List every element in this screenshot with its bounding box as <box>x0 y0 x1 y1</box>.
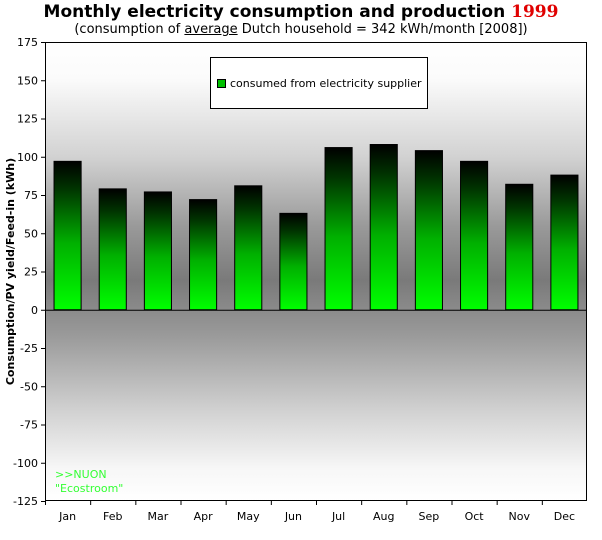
y-tick-label: 0 <box>31 304 38 317</box>
y-tick-label: -25 <box>20 342 38 355</box>
chart-title: Monthly electricity consumption and prod… <box>0 2 602 22</box>
bar-aug <box>369 144 398 311</box>
y-tick-label: 150 <box>17 74 38 87</box>
bar-oct <box>460 160 489 311</box>
y-tick-label: 75 <box>24 189 38 202</box>
x-tick-label: Feb <box>103 510 122 523</box>
x-tick-label: Mar <box>148 510 169 523</box>
chart-title-year: 1999 <box>511 2 559 22</box>
subtitle-underlined: average <box>184 22 238 37</box>
x-tick-label: Jul <box>331 510 345 523</box>
chart-title-main: Monthly electricity consumption and prod… <box>43 2 512 22</box>
x-tick-label: Apr <box>194 510 214 523</box>
legend-label: consumed from electricity supplier <box>230 76 422 90</box>
bar-sep <box>414 150 443 311</box>
bar-jul <box>324 147 353 311</box>
bar-nov <box>505 183 534 311</box>
annotation-line-2: "Ecostroom" <box>55 482 124 495</box>
bar-feb <box>98 188 127 311</box>
y-tick-label: -50 <box>20 380 38 393</box>
legend: consumed from electricity supplier <box>210 57 428 109</box>
x-tick-label: Sep <box>419 510 440 523</box>
y-axis-label: Consumption/PV yield/Feed-in (kWh) <box>4 158 17 385</box>
legend-swatch <box>217 78 226 88</box>
plot-background <box>45 42 587 501</box>
y-tick-label: -75 <box>20 419 38 432</box>
bar-group <box>53 144 579 311</box>
y-axis: 175 150 125 100 75 50 25 0 -25 -50 -75 -100 -125 <box>13 36 45 508</box>
y-tick-label: -125 <box>13 495 38 508</box>
x-tick-label: Oct <box>465 510 485 523</box>
bar-apr <box>189 199 218 311</box>
y-tick-label: -100 <box>13 457 38 470</box>
y-tick-label: 125 <box>17 113 38 126</box>
y-tick-label: 50 <box>24 227 38 240</box>
subtitle-prefix: (consumption of <box>74 22 185 37</box>
y-tick-label: 100 <box>17 151 38 164</box>
bar-dec <box>550 174 579 311</box>
bar-jun <box>279 212 308 311</box>
y-tick-label: 25 <box>24 266 38 279</box>
x-tick-label: Jan <box>58 510 76 523</box>
subtitle-suffix: Dutch household = 342 kWh/month [2008]) <box>237 22 528 37</box>
x-tick-label: Jun <box>284 510 302 523</box>
nuon-annotation: >>NUON "Ecostroom" <box>55 468 123 496</box>
chart-subtitle: (consumption of average Dutch household … <box>0 22 602 37</box>
bar-jan <box>53 160 82 311</box>
x-tick-label: May <box>237 510 260 523</box>
x-tick-label: Dec <box>554 510 575 523</box>
x-tick-label: Aug <box>373 510 394 523</box>
bar-mar <box>143 191 172 311</box>
y-tick-label: 175 <box>17 36 38 49</box>
x-tick-label: Nov <box>509 510 531 523</box>
x-axis: Jan Feb Mar Apr May Jun Jul Aug Sep Oct Nov Dec <box>45 501 575 523</box>
bar-may <box>234 185 263 311</box>
plot-frame <box>45 42 587 501</box>
annotation-line-1: >>NUON <box>55 468 107 481</box>
